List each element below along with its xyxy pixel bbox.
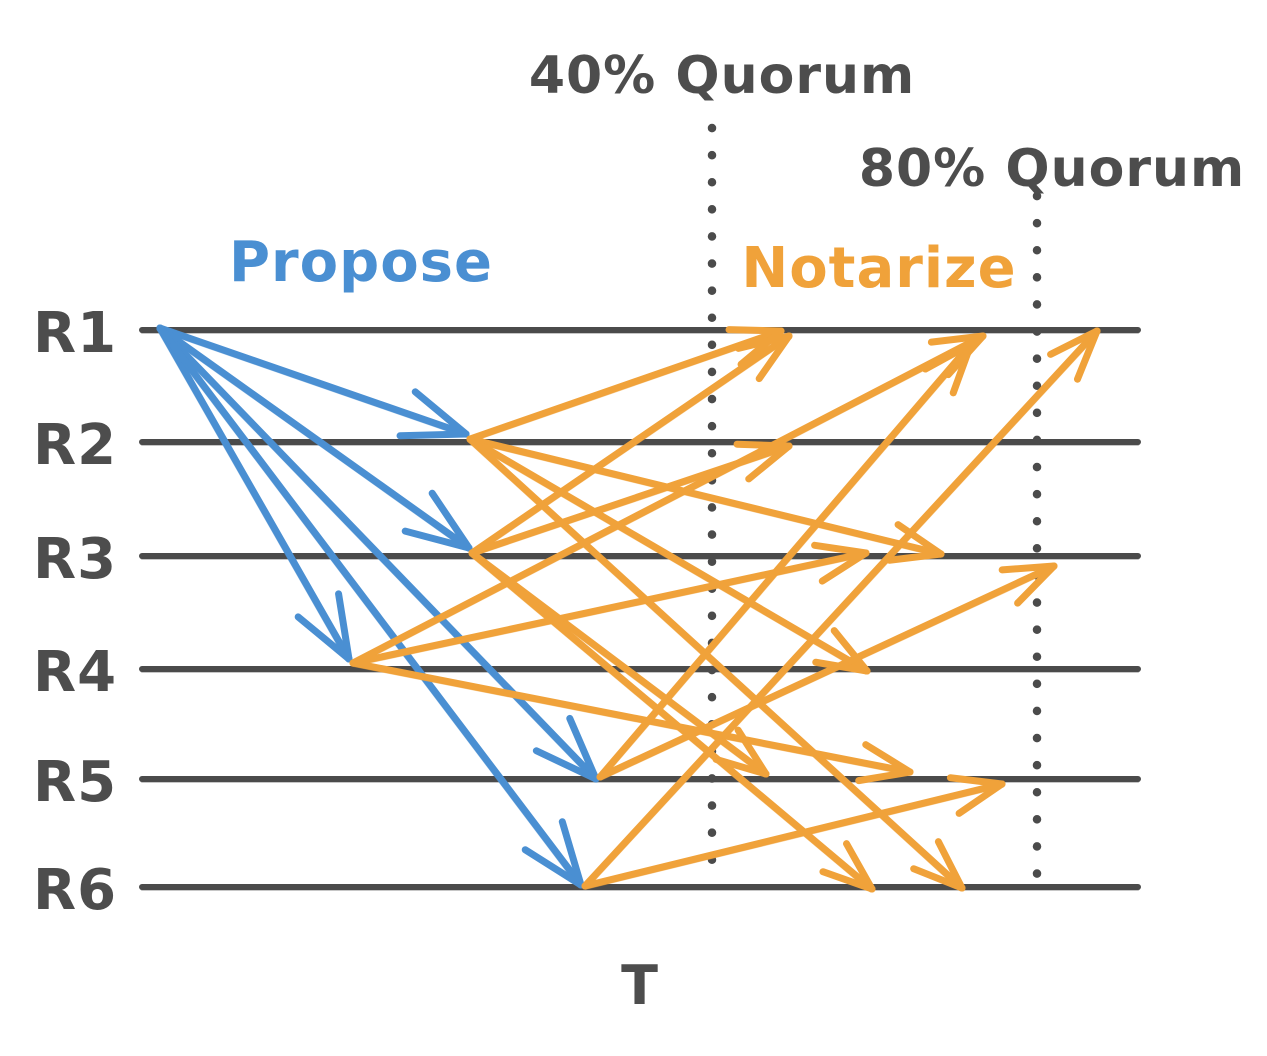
notarize-arrow-arrowhead [733,440,793,450]
notarize-arrow-sketch [471,336,792,557]
notarize-arrow-sketch [352,553,868,667]
notarize-arrow [349,659,914,776]
notarize-arrow [468,549,876,893]
timeline-rows-layer [139,327,1141,891]
notarize-arrow [581,327,1101,890]
notarize-arrow-sketch [351,663,912,776]
notarize-arrow-arrowhead [927,332,987,346]
notarize-arrow-arrowhead [843,840,876,893]
notarize-arrow-arrowhead [1014,562,1058,607]
replica-label-R5: R5 [33,750,117,815]
replica-labels-layer: R1 R2 R3 R4 R5 R6 [33,301,117,923]
propose-arrow-arrowhead [335,590,353,663]
notarize-arrows-layer [349,326,1101,893]
notarize-arrow-sketch [467,439,868,675]
notarize-arrow-arrowhead [998,562,1058,574]
propose-arrow-arrowhead [294,613,353,663]
notarize-arrow [596,340,975,781]
propose-arrow-sketch [156,327,349,662]
notarize-arrow-arrowhead [745,442,793,483]
quorum-40-label: 40% Quorum [529,46,915,106]
replica-label-R1: R1 [33,301,117,366]
notarize-arrow-sketch [584,784,1005,890]
propose-arrow-arrowhead [396,430,470,440]
propose-arrow-arrowhead [428,489,473,552]
notarize-arrow-arrowhead [934,838,966,892]
notarize-arrow-arrowhead [855,768,914,785]
propose-arrow-arrowhead [558,818,585,889]
propose-arrow [156,324,470,438]
propose-phase-label: Propose [229,230,493,295]
notarize-arrow-arrowhead [1073,327,1101,383]
notarize-arrow-arrowhead [862,741,914,776]
notarize-arrow-sketch [599,566,1057,781]
propose-arrow [156,324,600,783]
propose-arrow-sketch [157,328,467,438]
notarize-arrow-sketch [467,439,942,558]
propose-arrow-arrowhead [566,714,600,783]
notarize-arrow-arrowhead [885,550,945,564]
quorum-lines-layer [707,123,1042,891]
notarize-arrow-arrowhead [755,332,793,383]
notarize-arrow-arrowhead [725,326,785,335]
notarize-arrow-sketch [585,331,1101,890]
notarize-arrow-arrowhead [910,865,966,892]
notarize-arrow-arrowhead [946,774,1006,788]
notarize-arrow-arrowhead [830,627,871,675]
notarize-arrow-arrowhead [949,340,975,397]
propose-arrow-sketch [156,327,581,888]
propose-arrow-sketch [156,328,596,783]
notarize-arrow-arrowhead [955,780,1006,817]
propose-arrow-arrowhead [411,388,470,438]
notarize-arrow [466,435,871,675]
propose-arrow-sketch [157,328,470,552]
quorum-80-label: 80% Quorum [859,139,1245,199]
replica-label-R6: R6 [33,858,117,923]
notarize-arrow [466,327,785,443]
notarize-arrow-sketch [352,336,986,667]
propose-arrow-arrowhead [532,747,600,783]
time-axis-label: T [621,954,659,1017]
notarize-arrow [349,332,987,667]
notarize-arrow-arrowhead [819,868,876,893]
notarize-arrow [596,562,1058,781]
notarize-arrow-arrowhead [921,340,975,373]
propose-arrow-arrowhead [401,527,473,552]
propose-arrow [156,324,585,889]
notarize-arrow-sketch [469,331,784,443]
propose-arrow [156,324,473,552]
notarize-phase-label: Notarize [741,236,1016,301]
notarize-arrow [581,780,1006,890]
replica-label-R3: R3 [33,527,117,592]
replica-label-R2: R2 [33,413,117,478]
notarize-arrow [466,435,945,558]
propose-arrow [156,324,353,663]
notarize-arrow-arrowhead [811,541,870,557]
notarize-arrow-arrowhead [1047,327,1101,358]
propose-arrows-layer [156,324,600,889]
notarize-arrow-sketch [600,344,975,781]
notarize-arrow-arrowhead [734,332,793,352]
notarize-arrow-arrowhead [894,521,945,558]
notarize-arrow-arrowhead [818,549,870,585]
replica-label-R4: R4 [33,640,117,705]
notarize-arrow [468,332,793,557]
propose-arrow-arrowhead [521,846,585,889]
